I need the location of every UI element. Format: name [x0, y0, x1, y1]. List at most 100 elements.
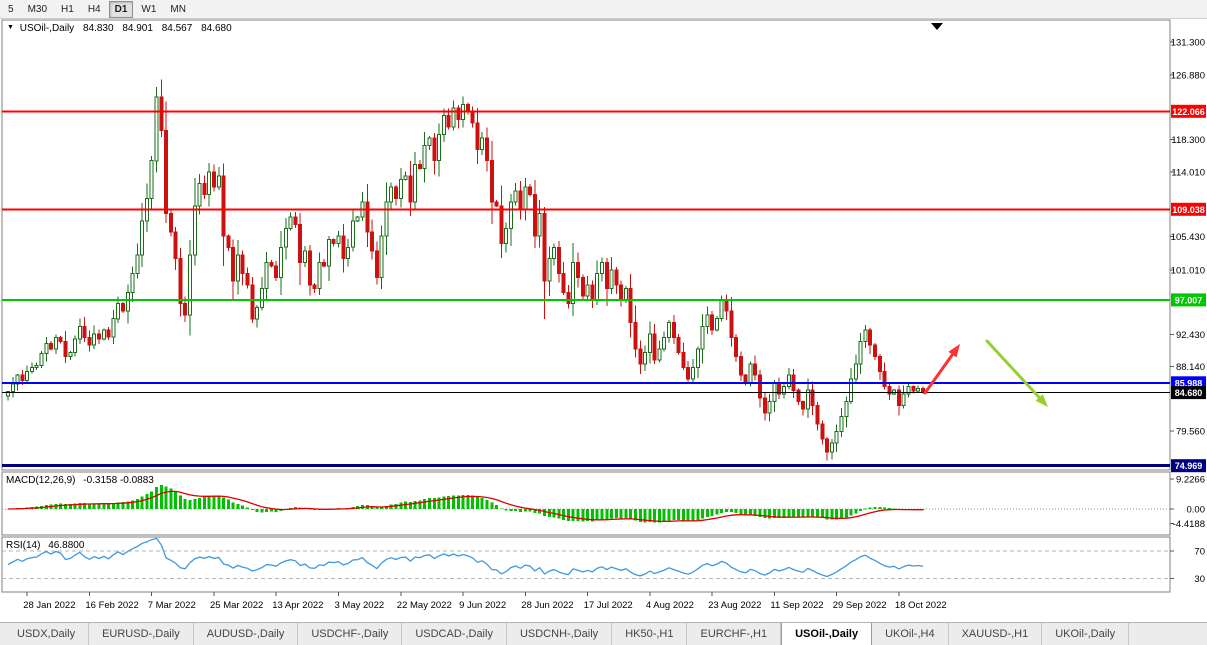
chart-tab-ukoil-daily[interactable]: UKOil-,Daily: [1042, 623, 1130, 645]
rsi-name: RSI(14): [6, 540, 41, 551]
candle-body: [92, 333, 97, 346]
candle-body: [58, 337, 63, 342]
ohlc-high: 84.901: [122, 23, 153, 34]
candle-body: [188, 254, 192, 316]
macd-bar: [260, 509, 264, 513]
candle-body: [82, 325, 87, 339]
macd-bar: [586, 509, 590, 522]
price-tick-label: 92.430: [1176, 330, 1205, 341]
candle-body: [480, 137, 485, 150]
chart-tab-usdchf-daily[interactable]: USDCHF-,Daily: [298, 623, 403, 645]
price-badge-label: 84.680: [1175, 388, 1203, 398]
macd-bar: [528, 509, 532, 512]
trend-arrow-up[interactable]: [923, 344, 960, 395]
macd-bar: [657, 509, 661, 523]
chart-tab-hk50-h1[interactable]: HK50-,H1: [612, 623, 688, 645]
chart-tab-usoil-daily[interactable]: USOil-,Daily: [781, 623, 873, 645]
candle-body: [489, 160, 494, 203]
candle-body: [748, 363, 753, 384]
candle-body: [657, 348, 662, 361]
candle-body: [710, 314, 715, 331]
chart-tab-xauusd-h1[interactable]: XAUUSD-,H1: [949, 623, 1043, 645]
macd-bar: [246, 507, 249, 509]
chart-tab-usdx-daily[interactable]: USDX,Daily: [4, 623, 90, 645]
candle-body: [676, 337, 681, 354]
candle-body: [518, 190, 523, 211]
macd-bar: [83, 503, 87, 509]
trend-arrow-down[interactable]: [985, 339, 1048, 407]
candle-body: [753, 363, 758, 376]
candle-body: [743, 374, 748, 384]
candle-body: [394, 186, 398, 199]
rsi-pane[interactable]: [1, 536, 1171, 593]
macd-bar: [796, 509, 800, 517]
candle-body: [901, 393, 906, 406]
macd-bar: [768, 509, 772, 519]
macd-bar: [734, 509, 738, 513]
macd-bar: [873, 506, 877, 509]
candle-body: [600, 261, 604, 275]
macd-bar: [68, 504, 72, 509]
candle-body: [73, 338, 78, 354]
candle-body: [365, 201, 370, 233]
chart-tab-usdcnh-daily[interactable]: USDCNH-,Daily: [507, 623, 613, 645]
candle-body: [197, 182, 202, 207]
macd-bar: [538, 509, 542, 514]
macd-bar: [231, 502, 235, 509]
macd-bar: [533, 509, 537, 513]
candle-body: [542, 212, 547, 282]
macd-bar: [624, 509, 628, 518]
candle-body: [240, 254, 245, 275]
candle-body: [504, 227, 509, 244]
chart-tab-audusd-daily[interactable]: AUDUSD-,Daily: [194, 623, 299, 645]
candle-body: [561, 273, 566, 293]
macd-bar: [370, 505, 374, 509]
macd-pane[interactable]: [1, 471, 1171, 536]
rsi-indicator-label: RSI(14) 46.8800: [6, 540, 84, 551]
candle-body: [604, 261, 609, 290]
period-button-h4[interactable]: H4: [87, 3, 101, 15]
period-button-h1[interactable]: H1: [61, 3, 74, 15]
period-button-m30[interactable]: M30: [27, 3, 48, 15]
macd-bar: [485, 499, 489, 509]
macd-bar: [667, 509, 671, 521]
chart-ohlc-header: ▼ USOil-,Daily 84.830 84.901 84.567 84.6…: [7, 23, 232, 34]
chart-menu-icon[interactable]: ▼: [7, 24, 14, 31]
macd-bar: [849, 509, 853, 516]
macd-bar: [576, 509, 580, 521]
candle-body: [590, 284, 595, 301]
macd-bar: [413, 500, 417, 509]
period-button-mn[interactable]: MN: [170, 3, 186, 15]
chart-tab-eurchf-h1[interactable]: EURCHF-,H1: [687, 623, 782, 645]
chart-tab-eurusd-daily[interactable]: EURUSD-,Daily: [89, 623, 194, 645]
candles-layer: [6, 79, 925, 461]
macd-bar: [749, 509, 752, 516]
candle-body: [350, 220, 355, 248]
macd-bar: [883, 507, 887, 509]
candle-body: [403, 175, 408, 181]
macd-bar: [212, 496, 216, 509]
macd-bar: [437, 497, 441, 509]
candle-body: [303, 250, 307, 263]
macd-bar: [782, 509, 786, 518]
chart-tab-usdcad-daily[interactable]: USDCAD-,Daily: [402, 623, 507, 645]
period-button-w1[interactable]: W1: [141, 3, 157, 15]
candle-body: [695, 348, 700, 369]
period-button-5[interactable]: 5: [8, 3, 14, 15]
macd-bar: [557, 509, 561, 519]
chart-tab-ukoil-h4[interactable]: UKOil-,H4: [872, 623, 949, 645]
candle-body: [15, 374, 20, 385]
candle-body: [63, 340, 68, 357]
candle-body: [691, 367, 695, 380]
macd-bar: [92, 503, 96, 509]
candle-body: [53, 337, 58, 350]
macd-bar: [677, 509, 681, 521]
candle-body: [20, 374, 25, 382]
candle-body: [68, 352, 73, 357]
date-label: 29 Sep 2022: [833, 600, 887, 611]
period-button-d1[interactable]: D1: [108, 0, 134, 18]
macd-bar: [820, 509, 824, 519]
candle-body: [245, 273, 250, 286]
price-badge-84.680: [1171, 386, 1206, 400]
